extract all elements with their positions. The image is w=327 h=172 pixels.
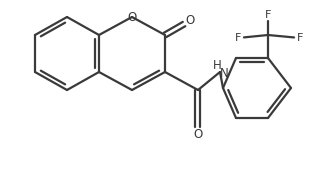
Text: F: F <box>235 33 241 43</box>
Text: F: F <box>265 10 271 20</box>
Text: O: O <box>185 14 195 27</box>
Text: F: F <box>297 33 303 43</box>
Text: H: H <box>213 58 221 72</box>
Text: O: O <box>128 10 137 24</box>
Text: O: O <box>193 128 203 142</box>
Text: N: N <box>220 67 228 79</box>
